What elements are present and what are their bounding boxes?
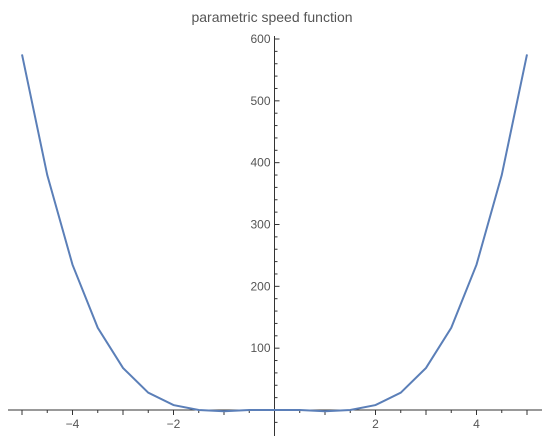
y-tick-label: 400 — [250, 156, 270, 170]
y-tick-label: 600 — [250, 32, 270, 46]
axes — [8, 36, 542, 436]
x-tick-label: 2 — [372, 417, 379, 431]
series-group — [21, 54, 528, 413]
y-tick-label: 100 — [250, 341, 270, 355]
y-tick-label: 300 — [250, 218, 270, 232]
chart-title: parametric speed function — [191, 9, 352, 25]
x-tick-label: −4 — [66, 417, 80, 431]
tick-labels: −4 −2 2 4 100 200 300 400 500 600 — [66, 32, 481, 431]
y-tick-label: 500 — [250, 94, 270, 108]
x-tick-label: 4 — [473, 417, 480, 431]
y-tick-label: 200 — [250, 279, 270, 293]
x-tick-label: −2 — [167, 417, 181, 431]
series-line — [21, 54, 528, 413]
